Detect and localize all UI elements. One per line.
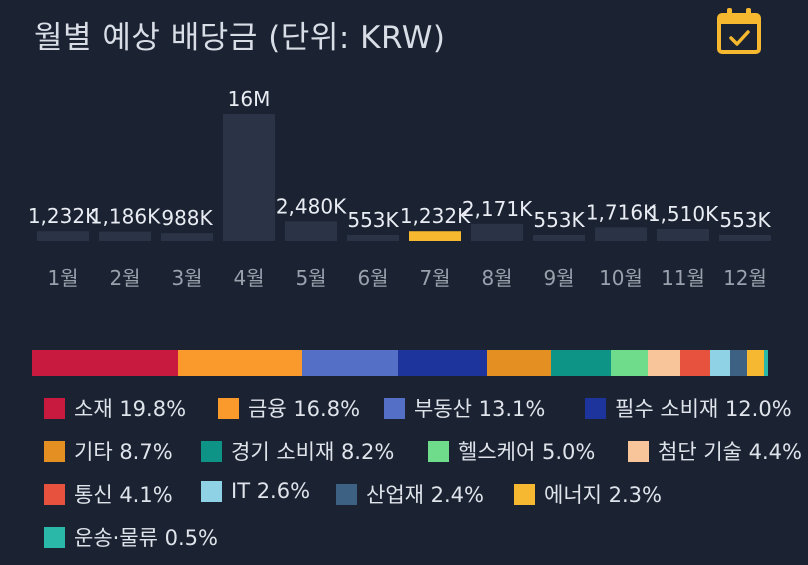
legend-swatch <box>44 440 65 462</box>
month-tick-label-3: 3월 <box>171 266 202 290</box>
bar-value-label-1: 1,232K <box>28 204 99 228</box>
sector-segment-10[interactable] <box>710 350 730 376</box>
bar-value-label-5: 2,480K <box>276 194 347 218</box>
legend-swatch <box>585 397 606 419</box>
sector-segment-13[interactable] <box>764 350 768 376</box>
legend-label: 첨단 기술 4.4% <box>658 440 802 464</box>
legend-swatch <box>201 440 222 462</box>
legend-item[interactable]: 헬스케어 5.0% <box>428 436 595 466</box>
legend-label: IT 2.6% <box>231 479 311 503</box>
month-tick-label-1: 1월 <box>47 266 78 290</box>
month-tick-label-10: 10월 <box>599 266 643 290</box>
month-tick-label-2: 2월 <box>109 266 140 290</box>
legend-item[interactable]: 기타 8.7% <box>44 436 173 466</box>
legend-swatch <box>201 480 222 502</box>
legend-swatch <box>44 526 65 548</box>
bar-value-label-6: 553K <box>347 208 399 232</box>
bar-3[interactable] <box>161 233 213 241</box>
sector-segment-9[interactable] <box>680 350 711 376</box>
legend-label: 경기 소비재 8.2% <box>231 440 395 464</box>
legend-item[interactable]: 필수 소비재 12.0% <box>585 393 792 423</box>
month-tick-label-11: 11월 <box>661 266 705 290</box>
legend-label: 부동산 13.1% <box>414 397 546 421</box>
sector-segment-3[interactable] <box>301 350 399 376</box>
bar-1[interactable] <box>37 231 89 241</box>
sector-segment-11[interactable] <box>729 350 748 376</box>
legend-item[interactable]: IT 2.6% <box>201 479 310 503</box>
legend-label: 운송·물류 0.5% <box>74 526 218 550</box>
monthly-dividend-bar-chart: 1,232K 1월 1,186K 2월 988K 3월 16M 4월 2,480K 5월 553K 6… <box>28 87 772 290</box>
legend-swatch <box>514 483 535 505</box>
chart-title: 월별 예상 배당금 (단위: KRW) <box>34 20 446 56</box>
bar-6[interactable] <box>347 235 399 241</box>
bar-9[interactable] <box>533 235 585 241</box>
month-tick-label-4: 4월 <box>233 266 264 290</box>
month-tick-label-9: 9월 <box>543 266 574 290</box>
bar-value-label-12: 553K <box>719 208 771 232</box>
sector-segment-5[interactable] <box>486 350 551 376</box>
bar-4[interactable] <box>223 114 275 241</box>
bar-5[interactable] <box>285 221 337 241</box>
month-tick-label-7: 7월 <box>419 266 450 290</box>
bar-value-label-11: 1,510K <box>648 202 719 226</box>
legend-row: 기타 8.7% 경기 소비재 8.2% 헬스케어 5.0% 첨단 기술 4.4% <box>44 436 808 479</box>
legend-label: 필수 소비재 12.0% <box>615 397 792 421</box>
legend-swatch <box>628 440 649 462</box>
bar-value-label-9: 553K <box>533 208 585 232</box>
legend-item[interactable]: 소재 19.8% <box>44 393 186 423</box>
sector-segment-1[interactable] <box>32 350 178 376</box>
sector-segment-4[interactable] <box>398 350 487 376</box>
bar-value-label-10: 1,716K <box>586 200 657 224</box>
legend-label: 통신 4.1% <box>74 483 173 507</box>
legend-item[interactable]: 통신 4.1% <box>44 479 173 509</box>
legend-item[interactable]: 금융 16.8% <box>218 393 360 423</box>
legend-label: 에너지 2.3% <box>544 483 662 507</box>
legend-item[interactable]: 부동산 13.1% <box>384 393 545 423</box>
legend-swatch <box>44 397 65 419</box>
bar-value-label-3: 988K <box>161 206 213 230</box>
legend-label: 기타 8.7% <box>74 440 173 464</box>
month-tick-label-12: 12월 <box>723 266 767 290</box>
month-tick-label-8: 8월 <box>481 266 512 290</box>
bar-12[interactable] <box>719 235 771 241</box>
legend-row: 소재 19.8% 금융 16.8% 부동산 13.1% 필수 소비재 12.0% <box>44 393 808 436</box>
legend-item[interactable]: 산업재 2.4% <box>336 479 484 509</box>
legend-swatch <box>44 483 65 505</box>
legend-label: 소재 19.8% <box>74 397 187 421</box>
bar-8[interactable] <box>471 223 523 241</box>
legend-item[interactable]: 첨단 기술 4.4% <box>628 436 802 466</box>
bar-11[interactable] <box>657 229 709 241</box>
calendar-button[interactable] <box>715 7 763 57</box>
legend-label: 헬스케어 5.0% <box>458 440 596 464</box>
legend-label: 금융 16.8% <box>248 397 361 421</box>
bar-value-label-8: 2,171K <box>462 197 533 221</box>
legend-swatch <box>218 397 239 419</box>
legend-swatch <box>336 483 357 505</box>
sector-allocation-bar <box>32 350 768 376</box>
sector-segment-12[interactable] <box>747 350 765 376</box>
legend-item[interactable]: 에너지 2.3% <box>514 479 662 509</box>
bar-value-label-2: 1,186K <box>90 205 161 229</box>
sector-segment-7[interactable] <box>611 350 648 376</box>
sector-segment-8[interactable] <box>647 350 681 376</box>
bar-value-label-4: 16M <box>228 87 271 111</box>
sector-segment-6[interactable] <box>550 350 612 376</box>
sector-legend: 소재 19.8% 금융 16.8% 부동산 13.1% 필수 소비재 12.0% 기타 … <box>44 393 808 565</box>
month-tick-label-6: 6월 <box>357 266 388 290</box>
legend-swatch <box>428 440 449 462</box>
month-tick-label-5: 5월 <box>295 266 326 290</box>
legend-item[interactable]: 경기 소비재 8.2% <box>201 436 394 466</box>
bar-value-label-7: 1,232K <box>400 204 471 228</box>
legend-label: 산업재 2.4% <box>366 483 484 507</box>
legend-item[interactable]: 운송·물류 0.5% <box>44 522 218 552</box>
legend-row: 통신 4.1% IT 2.6% 산업재 2.4% 에너지 2.3% <box>44 479 808 522</box>
bar-10[interactable] <box>595 227 647 241</box>
sector-segment-2[interactable] <box>177 350 302 376</box>
legend-row: 운송·물류 0.5% <box>44 522 808 565</box>
legend-swatch <box>384 397 405 419</box>
calendar-check-icon <box>717 8 761 54</box>
bar-7[interactable] <box>409 231 461 241</box>
bar-2[interactable] <box>99 231 151 241</box>
